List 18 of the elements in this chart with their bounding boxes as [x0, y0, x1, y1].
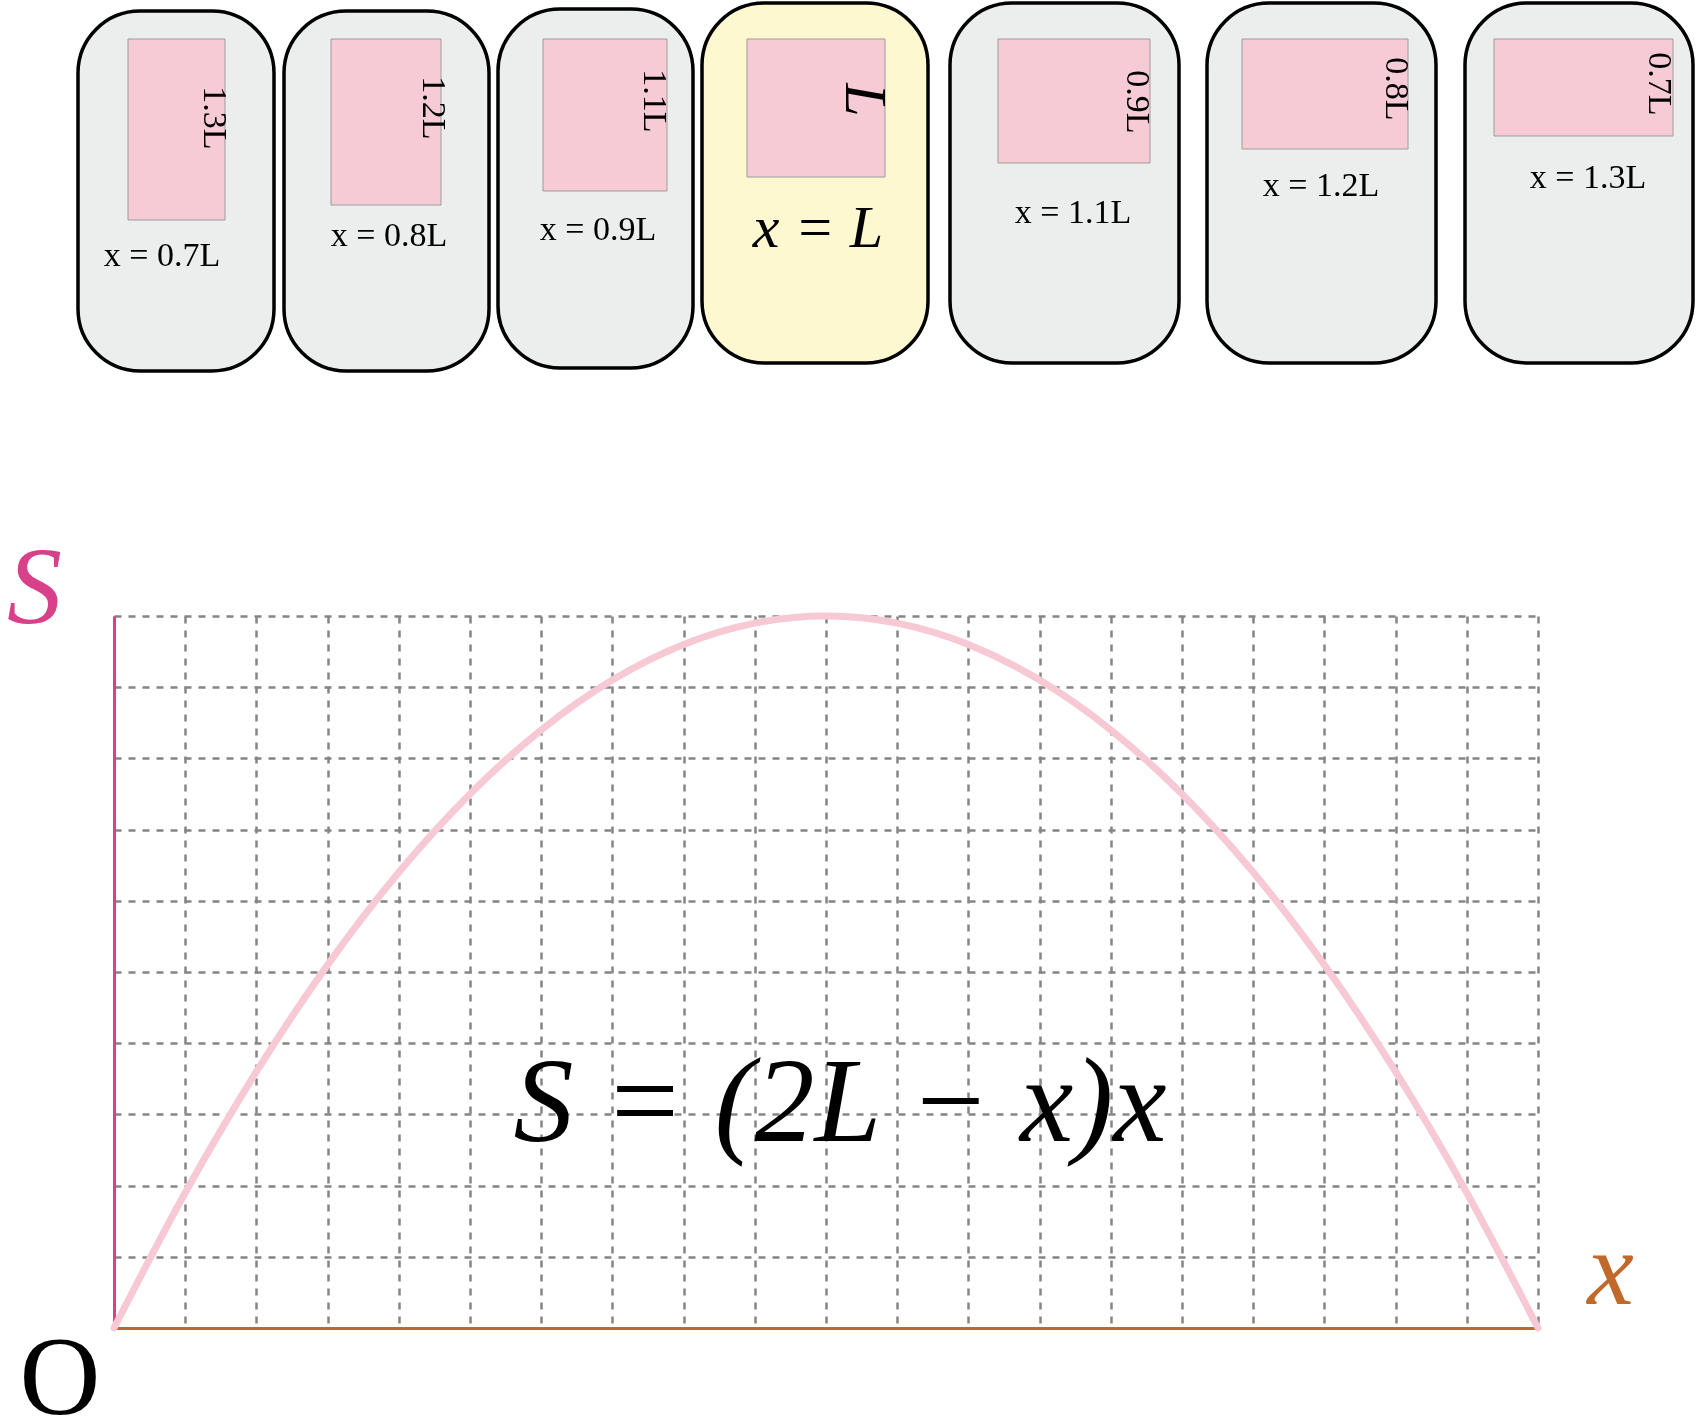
text: x = 1.1L: [1014, 193, 1132, 230]
text: x = 0.8L: [330, 216, 448, 253]
text: x = 1.3L: [1529, 158, 1647, 195]
text: x = L: [751, 194, 884, 260]
text: 0.8L: [1379, 57, 1416, 121]
text: 1.1L: [637, 69, 674, 133]
y-axis-title: S: [7, 524, 62, 647]
text: 1.3L: [197, 86, 234, 150]
text: O: [19, 1314, 101, 1420]
annotation: S = (2L − x)x: [513, 1034, 1167, 1167]
text: x = 0.7L: [103, 236, 221, 273]
text: 0.7L: [1642, 52, 1679, 116]
text: x = 0.9L: [539, 210, 657, 247]
text: 0.9L: [1120, 70, 1157, 134]
x-axis-title: x: [1585, 1209, 1634, 1327]
text: x = 1.2L: [1262, 166, 1380, 203]
text: L: [833, 82, 899, 117]
text: 1.2L: [416, 76, 453, 140]
